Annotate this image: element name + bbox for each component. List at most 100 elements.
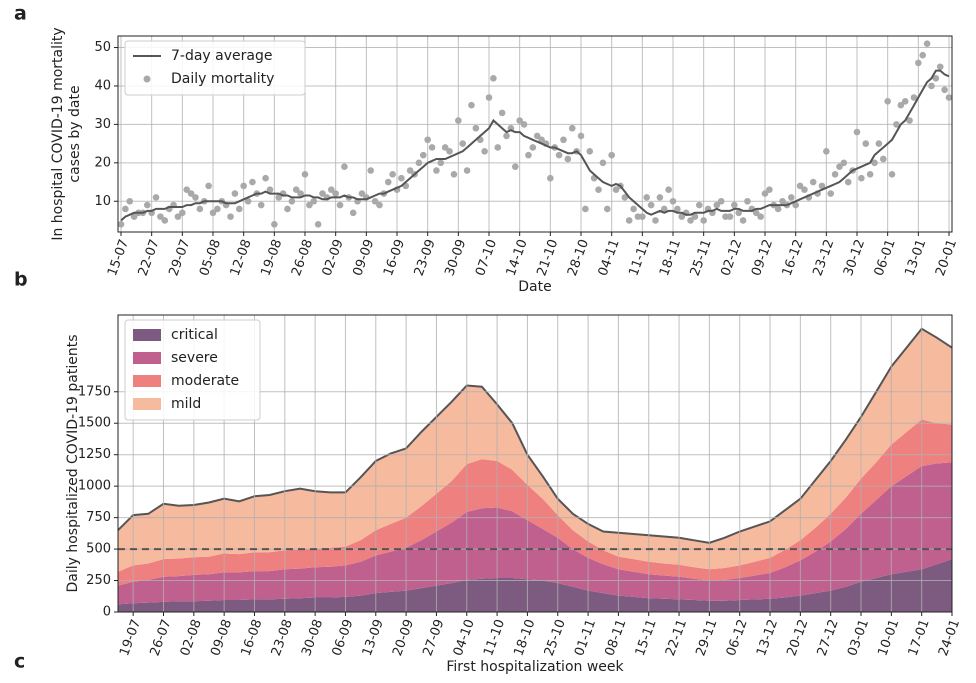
area-severe	[118, 462, 952, 605]
data-point	[415, 159, 423, 167]
x-tick-label: 08-11	[602, 617, 629, 658]
x-tick-label: 13-09	[360, 617, 387, 658]
data-point	[455, 117, 462, 124]
data-point	[674, 205, 681, 213]
data-point	[568, 124, 576, 132]
x-tick-label: 24-01	[936, 617, 963, 658]
data-point	[823, 147, 830, 155]
data-point	[766, 186, 773, 194]
data-point	[625, 217, 633, 224]
area-critical	[118, 559, 952, 612]
area-moderate	[118, 419, 952, 586]
plot-frame	[117, 314, 953, 613]
data-point	[700, 217, 707, 224]
data-point	[117, 221, 125, 228]
data-point	[577, 132, 585, 140]
data-point	[779, 197, 786, 205]
data-point	[520, 121, 528, 128]
data-point	[503, 132, 510, 140]
x-tick-label: 18-11	[657, 237, 684, 278]
data-point	[875, 140, 883, 147]
panel-label: b	[14, 269, 28, 291]
data-point	[739, 217, 747, 224]
data-point	[187, 190, 195, 197]
x-tick-label: 13-01	[902, 237, 929, 278]
legend-label: 7-day average	[171, 48, 272, 64]
data-point	[608, 151, 615, 159]
x-tick-label: 23-12	[810, 237, 837, 278]
data-point	[481, 147, 488, 155]
data-point	[174, 213, 182, 220]
data-point	[306, 201, 313, 209]
x-tick-label: 07-10	[473, 237, 500, 278]
data-point	[761, 190, 769, 197]
data-point	[639, 213, 646, 220]
data-point	[266, 186, 274, 194]
data-point	[866, 171, 874, 178]
y-tick-label: 20	[94, 155, 111, 170]
data-point	[695, 201, 703, 209]
data-point	[205, 182, 212, 190]
data-point	[349, 209, 357, 217]
data-point	[244, 197, 252, 205]
legend-swatch	[133, 398, 161, 410]
data-point	[327, 186, 335, 194]
data-point	[919, 51, 927, 59]
data-point	[292, 186, 300, 194]
x-tick-label: 04-11	[596, 237, 623, 278]
x-tick-label: 06-01	[872, 237, 899, 278]
data-point	[446, 147, 453, 155]
legend-label: Daily mortality	[171, 71, 274, 87]
data-point	[726, 213, 734, 220]
data-point	[647, 201, 655, 209]
x-tick-label: 19-08	[258, 237, 285, 278]
legend-label: moderate	[171, 373, 239, 389]
data-point	[652, 217, 659, 224]
data-point	[871, 159, 878, 167]
data-point	[678, 213, 686, 220]
data-point	[595, 186, 602, 194]
data-point	[897, 101, 905, 109]
data-point	[271, 221, 278, 228]
legend-label: severe	[171, 350, 218, 366]
data-point	[240, 182, 247, 190]
data-point	[297, 190, 304, 197]
data-point	[893, 121, 900, 128]
x-tick-label: 06-12	[724, 617, 751, 658]
y-tick-label: 250	[86, 573, 111, 588]
data-point	[214, 205, 221, 213]
data-point	[603, 205, 611, 213]
x-tick-label: 12-08	[228, 237, 255, 278]
data-point	[235, 205, 243, 213]
data-point	[801, 186, 808, 194]
data-point	[468, 101, 475, 109]
x-tick-label: 26-07	[148, 617, 175, 658]
data-point	[389, 171, 396, 178]
x-tick-label: 01-11	[572, 617, 599, 658]
data-point	[735, 209, 743, 217]
x-axis-label: Date	[518, 279, 551, 295]
data-point	[792, 201, 799, 209]
data-point	[621, 194, 629, 201]
x-tick-label: 09-09	[350, 237, 377, 278]
data-point	[336, 201, 344, 209]
data-point	[332, 190, 339, 197]
data-point	[367, 167, 375, 174]
data-point	[818, 182, 826, 190]
data-point	[398, 174, 405, 182]
y-axis-label: Daily hospitalized COVID-19 patients	[65, 335, 81, 593]
data-point	[472, 124, 480, 132]
data-point	[906, 117, 913, 124]
data-point	[533, 132, 541, 140]
data-point	[836, 163, 843, 170]
x-tick-label: 02-09	[320, 237, 347, 278]
data-point	[310, 197, 318, 205]
data-point	[437, 159, 445, 167]
y-axis-label: cases by date	[67, 85, 83, 182]
data-point	[231, 190, 239, 197]
data-point	[744, 197, 751, 205]
data-point	[713, 201, 721, 209]
data-point	[441, 144, 449, 151]
legend-label: critical	[171, 327, 218, 343]
